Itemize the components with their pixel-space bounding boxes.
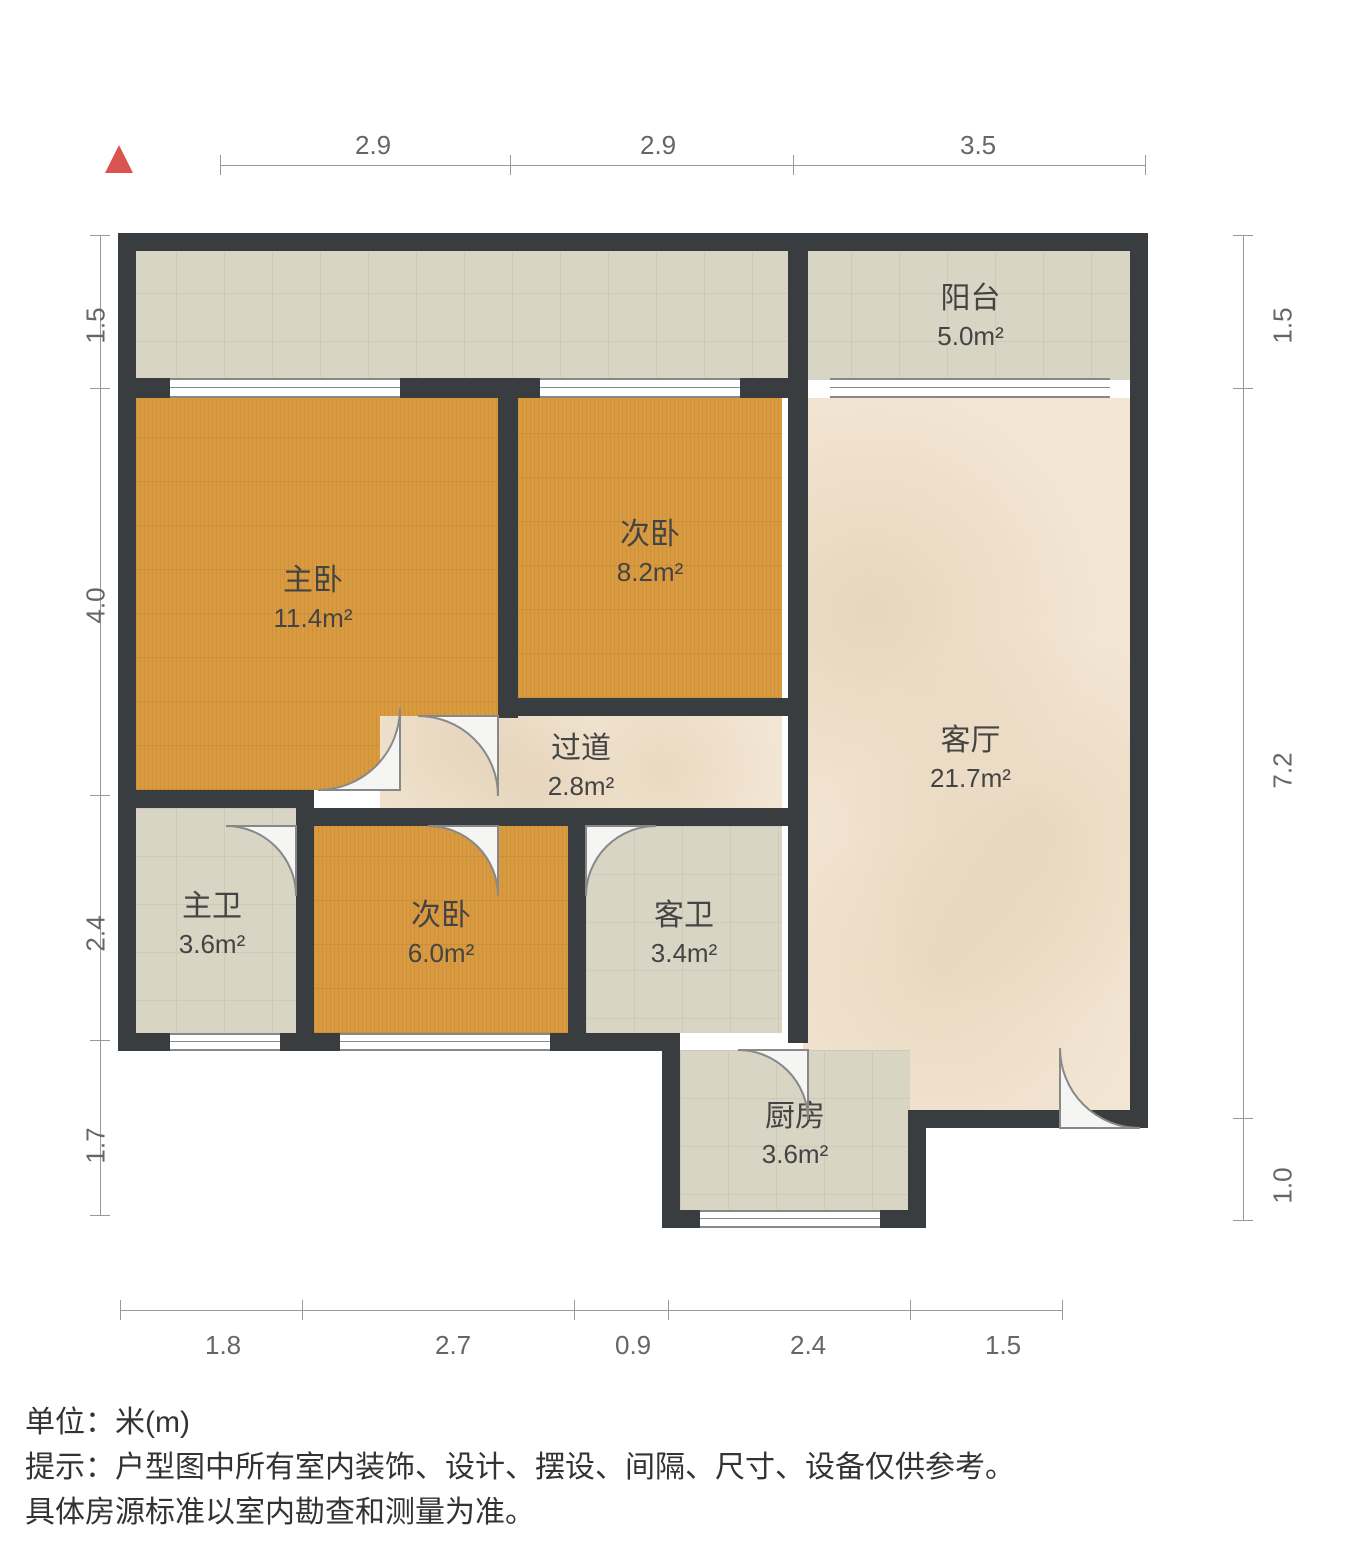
dim-line [220,165,510,166]
dim-label: 2.9 [640,130,676,161]
dim-line [1243,235,1244,388]
dim-label: 2.4 [81,915,112,951]
caption-line: 单位：米(m) [25,1400,1015,1445]
door-arc-icon [226,756,366,896]
window [830,378,1110,398]
dim-label: 1.8 [205,1330,241,1361]
door-arc-icon [980,1048,1140,1208]
room-area: 11.4m² [274,603,353,634]
window [170,1033,280,1051]
room-area: 8.2m² [617,557,683,588]
caption-line: 具体房源标准以室内勘查和测量为准。 [25,1490,1015,1535]
dim-line [574,1310,668,1311]
dim-label: 0.9 [615,1330,651,1361]
dim-label: 1.5 [985,1330,1021,1361]
room-area: 3.6m² [179,929,245,960]
room-area: 6.0m² [408,938,474,969]
room-name: 次卧 [620,509,680,553]
compass-north-icon [105,145,133,173]
dim-label: 1.5 [1268,307,1299,343]
caption-line: 提示：户型图中所有室内装饰、设计、摆设、间隔、尺寸、设备仅供参考。 [25,1445,1015,1490]
wall [662,1033,680,1228]
caption-text: 单位：米(m)提示：户型图中所有室内装饰、设计、摆设、间隔、尺寸、设备仅供参考。… [25,1400,1015,1535]
window [700,1210,880,1228]
dim-label: 2.7 [435,1330,471,1361]
dim-line [793,165,1145,166]
dim-line [120,1310,302,1311]
room-area: 5.0m² [937,321,1003,352]
window [170,378,400,398]
dim-label: 1.5 [81,307,112,343]
door-arc-icon [516,756,656,896]
wall [1130,233,1148,1128]
dim-label: 7.2 [1268,752,1299,788]
wall [118,233,1148,251]
room-name: 客卫 [654,890,714,934]
room-area: 21.7m² [930,763,1011,794]
floor-plan-canvas: 2.9 2.9 3.5 1.8 2.7 0.9 2.4 1.5 1.5 4.0 2.4 1.7 1.5 7… [0,0,1347,1553]
room-name: 阳台 [941,273,1001,317]
room-area: 3.4m² [651,938,717,969]
window [340,1033,550,1051]
room-balcony-right: 阳台 5.0m² [803,245,1138,380]
dim-label: 2.9 [355,130,391,161]
dim-line [510,165,793,166]
wall [788,233,808,1043]
room-name: 客厅 [941,715,1001,759]
window [540,378,740,398]
room-area: 3.6m² [762,1139,828,1170]
dim-label: 1.7 [81,1127,112,1163]
dim-label: 2.4 [790,1330,826,1361]
dim-label: 3.5 [960,130,996,161]
dim-label: 1.0 [1268,1167,1299,1203]
room-name: 次卧 [411,890,471,934]
dim-line [910,1310,1062,1311]
dim-line [302,1310,574,1311]
door-arc-icon [738,980,878,1120]
room-name: 主卧 [283,555,343,599]
dim-line [668,1310,910,1311]
dim-line [1243,388,1244,1118]
room-balcony-upper-left [128,245,788,380]
dim-label: 4.0 [81,587,112,623]
wall [118,233,136,1043]
dim-line [1243,1118,1244,1220]
